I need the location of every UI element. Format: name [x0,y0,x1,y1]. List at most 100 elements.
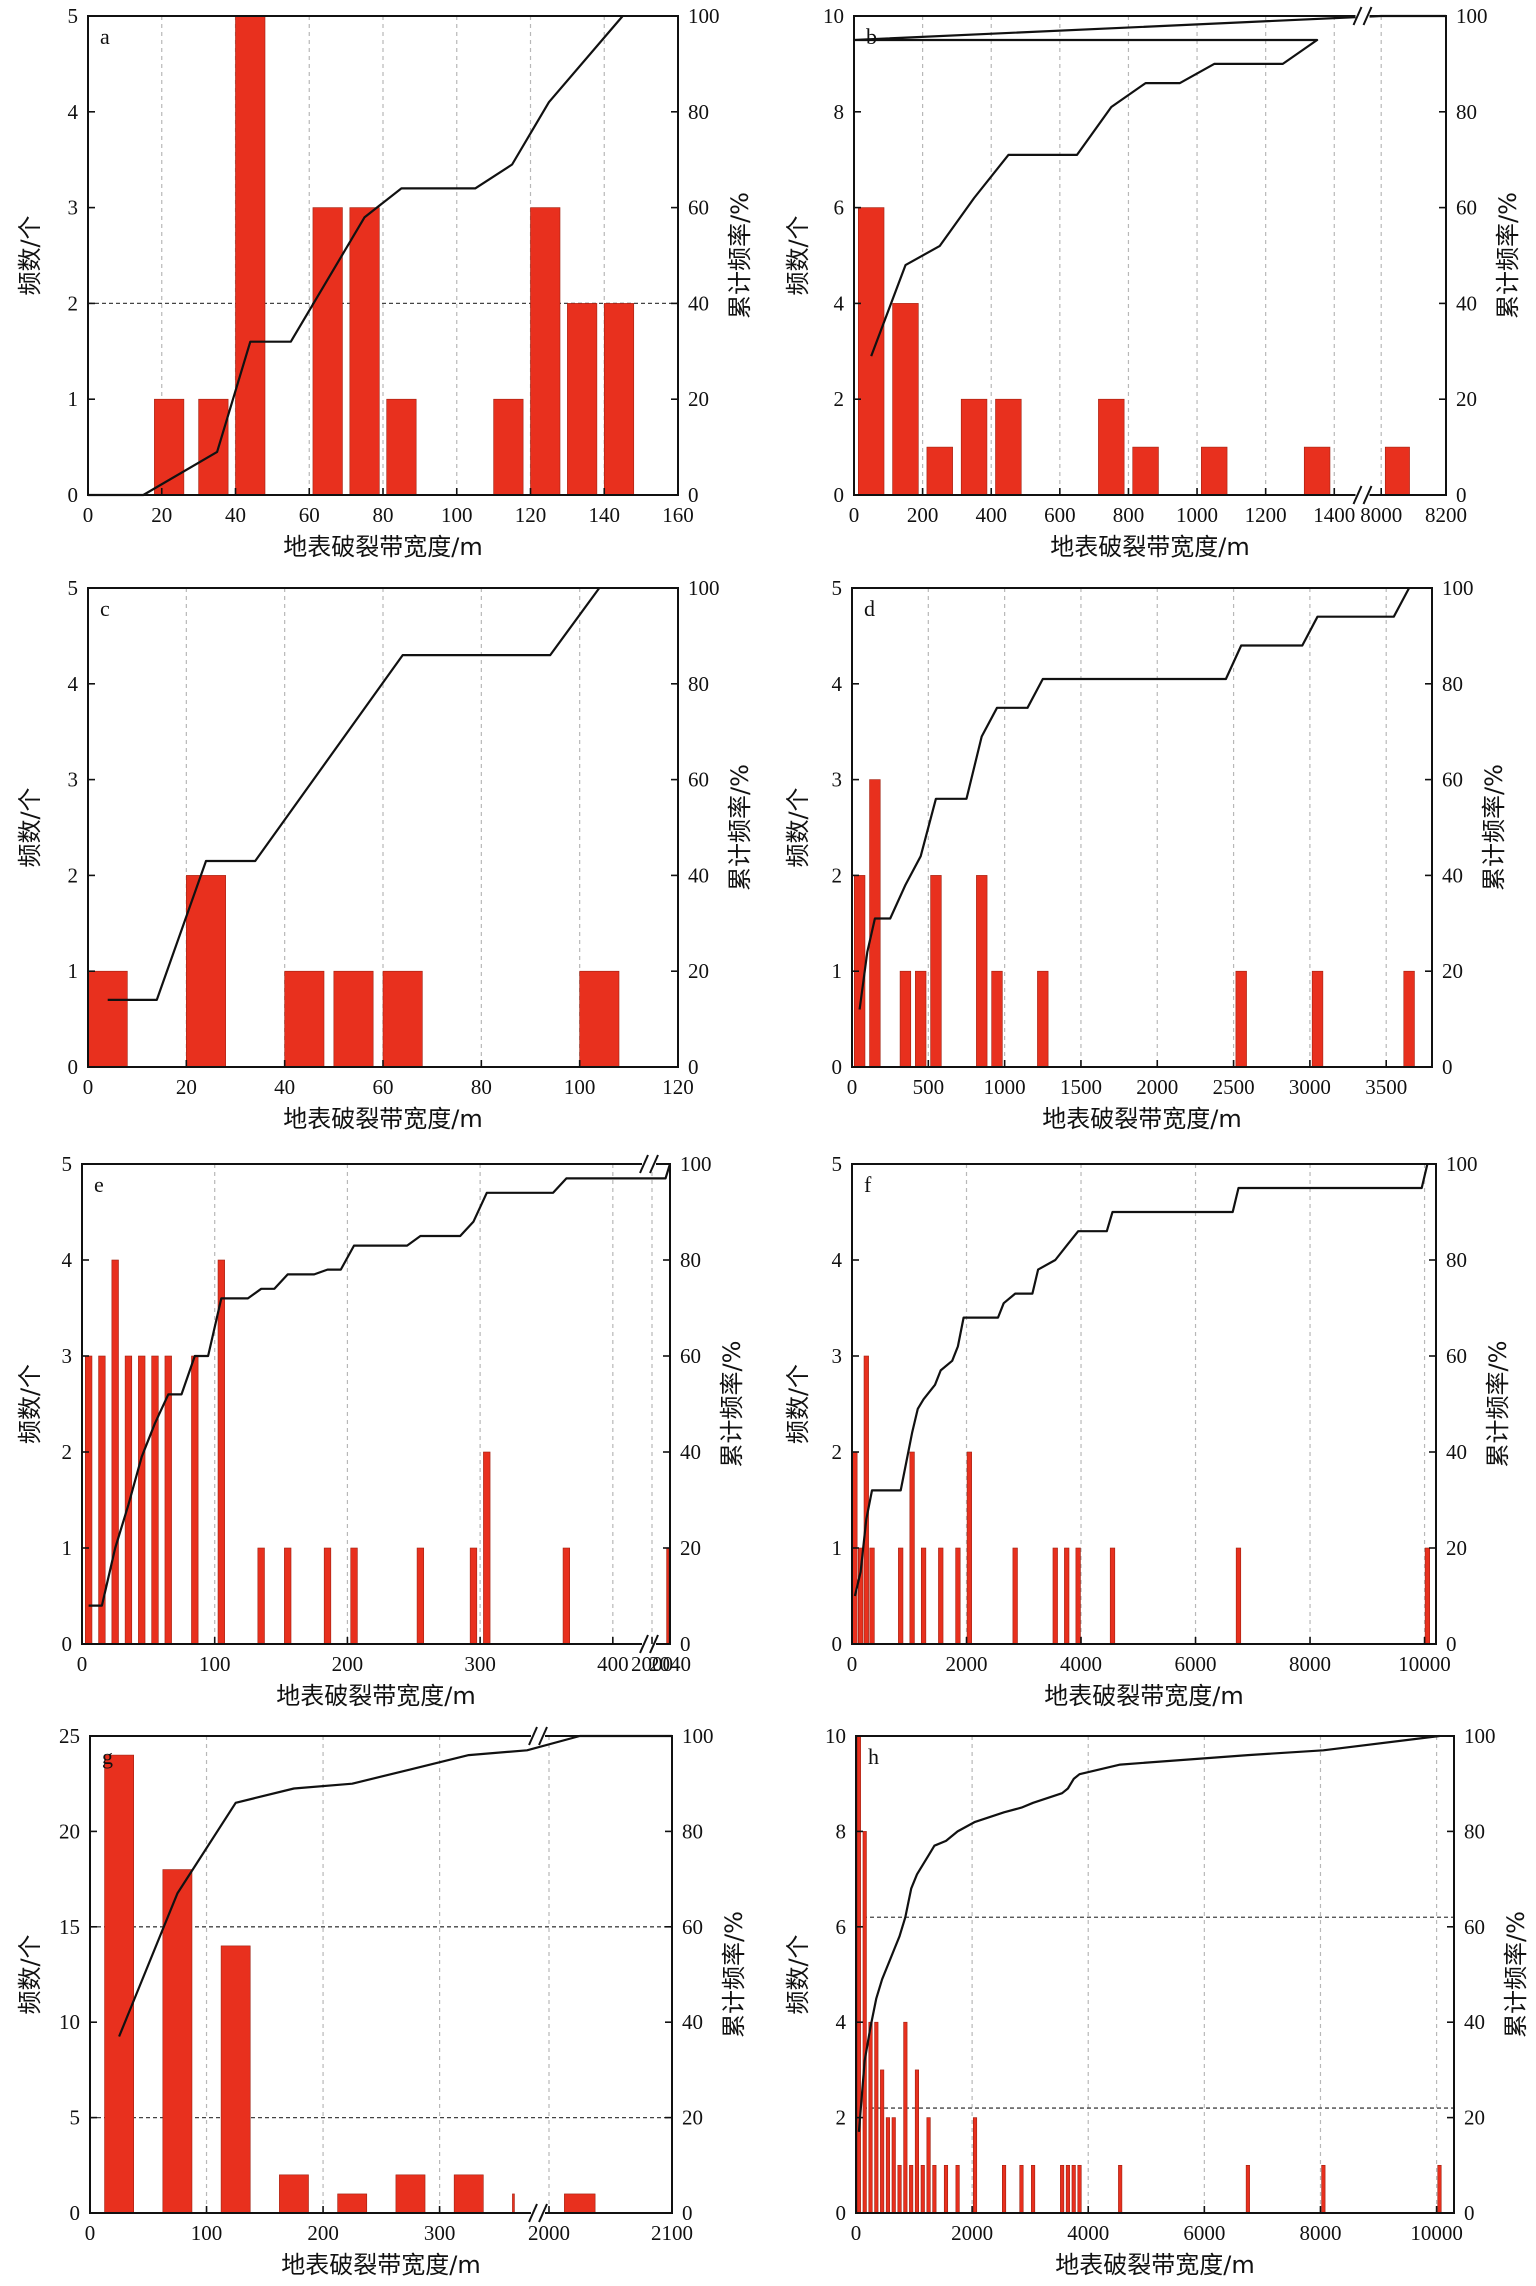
y2-tick-label: 0 [688,483,699,507]
y-tick-label: 5 [62,1152,73,1176]
plot-frame [851,587,1433,1068]
axis-break-mark [639,1154,649,1174]
y2-tick-label: 80 [682,1819,703,1843]
histogram-bar [915,970,927,1068]
x-tick-label: 400 [975,503,1007,527]
axis-break-mark [1352,485,1363,505]
x-tick-label: 0 [851,2221,862,2245]
histogram-bar [903,2021,908,2214]
y2-tick-label: 60 [688,196,709,220]
y-tick-label: 1 [832,959,843,983]
histogram-bar [530,207,561,496]
histogram-bar [1118,2164,1123,2214]
histogram-bar [579,970,620,1068]
y2-tick-label: 40 [680,1440,701,1464]
histogram-bar [350,1547,358,1645]
y2-tick-label: 80 [680,1248,701,1272]
y2-tick-label: 20 [688,959,709,983]
histogram-bar [995,398,1022,496]
histogram-bar [897,2164,902,2214]
y-tick-label: 2 [62,1440,73,1464]
histogram-bar [1031,2164,1036,2214]
histogram-bar [217,1259,225,1645]
histogram-bar [562,1547,570,1645]
panel-letter: c [100,596,110,621]
y-tick-label: 3 [832,1344,843,1368]
y-tick-label: 2 [68,863,79,887]
y2-tick-label: 40 [688,291,709,315]
chart-panel-a: 0 20 40 60 80 100 120 140 160012345020406080100a… [16,4,754,561]
histogram-bar [279,2174,309,2214]
x-tick-label: 120 [515,503,547,527]
y-tick-label: 5 [832,1152,843,1176]
histogram-bar [323,1547,332,1645]
y-axis-title-right: 累计频率/% [1484,1341,1512,1468]
histogram-bar [1037,970,1049,1068]
cumulative-frequency-line [853,1163,1429,1597]
x-tick-label: 2000 [951,2221,993,2245]
histogram-bar [104,1754,134,2214]
plot-frame [853,15,1447,496]
histogram-bar [382,970,423,1068]
axis-break-mark [528,2203,538,2223]
y-axis-title-right: 累计频率/% [726,192,754,319]
x-tick-label: 4000 [1067,2221,1109,2245]
histogram-bar [337,2193,368,2214]
y-tick-label: 10 [59,2010,80,2034]
histogram-bar [1437,2164,1442,2214]
histogram-bar [1052,1547,1058,1645]
chart-panel-h: 0 2000 4000 6000 8000 10000024681002040608010… [784,1724,1530,2279]
y2-tick-label: 100 [682,1724,714,1748]
histogram-bar [1132,446,1159,496]
x-axis-title: 地表破裂带宽度/m [281,2251,480,2279]
y-tick-label: 8 [834,100,845,124]
x-tick-label: 4000 [1060,1652,1102,1676]
y-axis-title-left: 频数/个 [16,787,44,867]
panel-letter: h [868,1744,879,1769]
x-tick-label: 500 [913,1075,945,1099]
x-tick-label: 0 [847,1652,858,1676]
y-tick-label: 0 [62,1632,73,1656]
histogram-bar [1060,2164,1065,2214]
y-tick-label: 3 [62,1344,73,1368]
x-tick-label: 160 [662,503,694,527]
histogram-bar [966,1451,972,1645]
histogram-bar [863,1355,869,1645]
histogram-bar [1321,2164,1326,2214]
x-tick-label: 100 [564,1075,596,1099]
y2-tick-label: 20 [1446,1536,1467,1560]
x-tick-label: 2500 [1213,1075,1255,1099]
y2-tick-label: 20 [688,387,709,411]
cumulative-frequency-line [118,1734,672,2037]
y2-tick-label: 0 [1442,1055,1453,1079]
x-axis-title: 地表破裂带宽度/m [1042,1105,1241,1133]
x-tick-label: 0 [85,2221,96,2245]
chart-panel-c: 0 20 40 60 80 100 120012345020406080100c地表破裂带宽… [16,576,754,1133]
histogram-bar [1098,398,1125,496]
plot-frame [851,1163,1437,1645]
histogram-bar [857,207,885,496]
histogram-bar [469,1547,478,1645]
y-axis-title-right: 累计频率/% [1480,764,1508,891]
x-tick-label: 60 [373,1075,394,1099]
panel-letter: e [94,1172,104,1197]
y2-tick-label: 40 [688,863,709,887]
y-axis-title-left: 频数/个 [784,1364,812,1444]
histogram-bar [976,875,988,1068]
plot-frame [81,1163,671,1645]
histogram-bar [1235,970,1247,1068]
histogram-bar [1071,2164,1076,2214]
cumulative-frequency-line [88,15,624,497]
histogram-bar [395,2174,426,2214]
histogram-bar [1064,1547,1070,1645]
histogram-bar [856,1735,861,2214]
y-tick-label: 8 [836,1819,847,1843]
y2-tick-label: 60 [682,1915,703,1939]
histogram-bar [862,1831,867,2214]
panel-letter: d [864,596,875,621]
y2-tick-label: 100 [688,576,720,600]
x-tick-label: 1500 [1060,1075,1102,1099]
y2-tick-label: 40 [1464,2010,1485,2034]
histogram-bar [920,2164,925,2214]
